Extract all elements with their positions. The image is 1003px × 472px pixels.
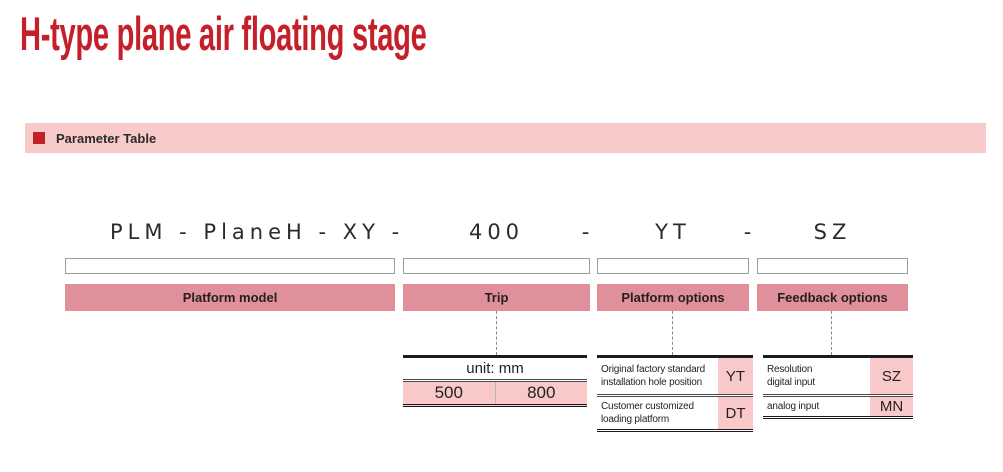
section-bullet-icon	[33, 132, 45, 144]
platform-options-table: Original factory standard installation h…	[597, 355, 753, 432]
segment-label-platform-options: Platform options	[597, 284, 749, 311]
trip-value-cell: 800	[527, 383, 556, 402]
segment-label-trip: Trip	[403, 284, 590, 311]
option-code: DT	[718, 397, 753, 429]
page-title: H-type plane air floating stage	[20, 7, 427, 60]
connector-line-trip	[496, 311, 497, 355]
option-description: Original factory standard installation h…	[597, 358, 718, 394]
option-description: Resolution digital input	[763, 358, 870, 394]
model-code-platform-value: YT	[655, 220, 691, 244]
feedback-options-table: Resolution digital input SZ analog input…	[763, 355, 913, 419]
table-row: Resolution digital input SZ	[763, 358, 913, 397]
field-box-platform-options	[597, 258, 749, 274]
description-line: installation hole position	[601, 377, 702, 388]
model-code-separator: -	[581, 220, 595, 244]
option-description: Customer customized loading platform	[597, 397, 718, 429]
description-line: analog input	[767, 401, 820, 412]
option-description: analog input	[763, 397, 870, 416]
connector-line-feedback-options	[831, 311, 832, 355]
trip-values-row: 500 800	[403, 382, 587, 407]
description-line: digital input	[767, 377, 815, 388]
trip-unit-label: unit: mm	[403, 358, 587, 382]
option-code: SZ	[870, 358, 913, 394]
field-box-feedback-options	[757, 258, 908, 274]
description-line: Original factory standard	[601, 364, 705, 375]
segment-label-feedback-options: Feedback options	[757, 284, 908, 311]
model-code-separator: -	[743, 220, 757, 244]
trip-options-table: unit: mm 500 800	[403, 355, 587, 407]
description-line: Resolution	[767, 364, 813, 375]
description-line: loading platform	[601, 414, 669, 425]
segment-label-platform-model: Platform model	[65, 284, 395, 311]
option-code: YT	[718, 358, 753, 394]
model-code-prefix: PLM - PlaneH - XY -	[110, 220, 405, 244]
field-box-platform-model	[65, 258, 395, 274]
model-code-feedback-value: SZ	[813, 220, 852, 244]
table-row: analog input MN	[763, 397, 913, 419]
section-header: Parameter Table	[56, 130, 157, 146]
option-code: MN	[870, 397, 913, 416]
table-row: Original factory standard installation h…	[597, 358, 753, 397]
field-box-trip	[403, 258, 590, 274]
trip-value-cell: 500	[403, 382, 496, 404]
connector-line-platform-options	[672, 311, 673, 355]
model-code-trip-value: 400	[468, 220, 525, 244]
parameter-table-banner: Parameter Table	[25, 123, 986, 153]
table-row: Customer customized loading platform DT	[597, 397, 753, 432]
description-line: Customer customized	[601, 401, 694, 412]
